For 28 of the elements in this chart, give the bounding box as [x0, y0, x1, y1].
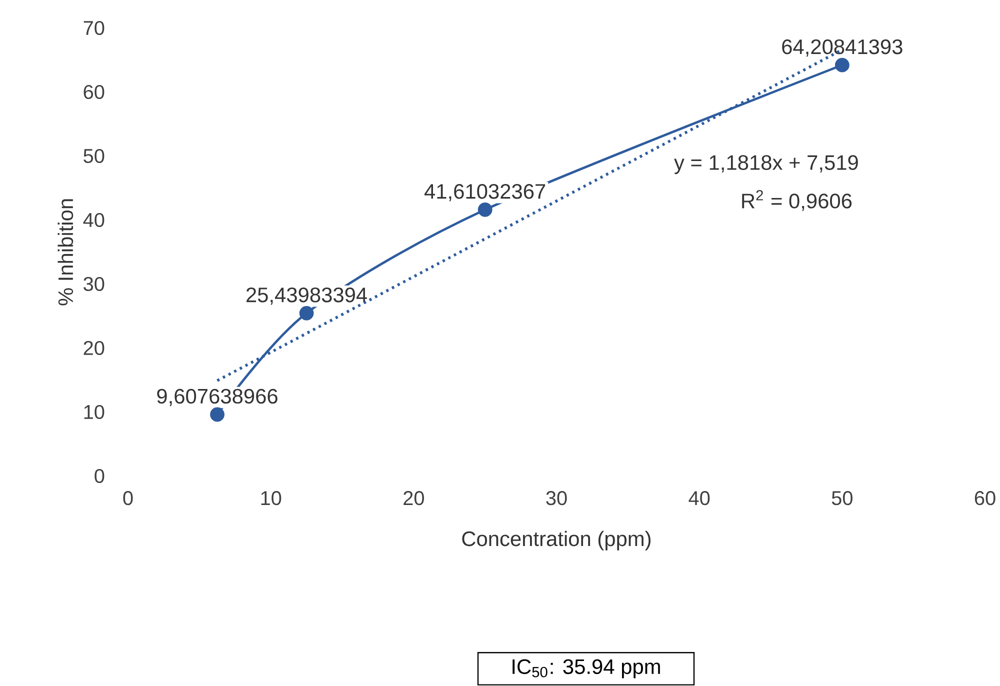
x-tick-label: 10 — [261, 491, 282, 506]
x-tick-label: 60 — [974, 491, 996, 506]
point — [834, 58, 850, 72]
point — [299, 306, 314, 320]
point — [210, 407, 224, 422]
annotation: y = 1,1818x + 7,519 — [674, 155, 858, 174]
point — [478, 202, 492, 217]
data-label: 25,43983394 — [246, 288, 367, 305]
y-tick-label: 70 — [84, 20, 104, 36]
data-label: 9,607638966 — [157, 388, 278, 406]
y-tick-label: 60 — [84, 84, 104, 100]
x-tick-label: 0 — [123, 491, 133, 506]
y-tick-label: 20 — [84, 340, 104, 356]
x-axis-title: Concentration (ppm) — [462, 530, 650, 550]
x-tick-label: 50 — [832, 491, 852, 506]
y-tick-label: 0 — [94, 468, 104, 484]
x-tick-label: 40 — [688, 491, 710, 506]
x-tick-label: 20 — [404, 491, 424, 506]
y-tick-label: 50 — [84, 148, 104, 164]
y-tick-label: 10 — [84, 404, 104, 420]
text: IC$_{50}$: 35.94 ppm — [512, 659, 660, 678]
y-tick-label: 40 — [83, 212, 104, 228]
y-axis-title: % Inhibition — [58, 199, 74, 306]
annotation: R$^{2}$ = 0,9606 — [742, 190, 852, 211]
x-tick-label: 30 — [546, 491, 567, 506]
data-label: 41,61032367 — [424, 184, 546, 202]
data-label: 64,20841393 — [782, 39, 902, 57]
y-tick-label: 30 — [84, 276, 104, 292]
